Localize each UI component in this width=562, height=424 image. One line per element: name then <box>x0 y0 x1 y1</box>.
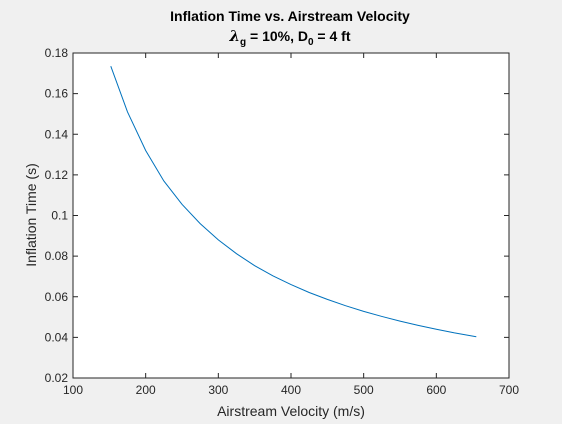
y-tick-label: 0.06 <box>45 290 69 304</box>
series-line <box>110 66 477 338</box>
y-tick-label: 0.16 <box>45 87 69 101</box>
x-tick-label: 700 <box>499 383 519 397</box>
x-axis-label: Airstream Velocity (m/s) <box>217 403 365 419</box>
lambda-value: = 10%, D <box>246 28 308 44</box>
x-tick-label: 300 <box>208 383 228 397</box>
y-tick-label: 0.04 <box>45 330 69 344</box>
y-tick-label: 0.02 <box>45 371 69 385</box>
axes-box <box>72 52 510 379</box>
x-tick-label: 200 <box>136 383 156 397</box>
chart-subtitle: λg = 10%, D0 = 4 ft <box>228 27 350 48</box>
y-tick-label: 0.14 <box>45 127 69 141</box>
x-tick-label: 500 <box>354 383 374 397</box>
x-tick-label: 400 <box>281 383 301 397</box>
x-tick-label: 600 <box>426 383 446 397</box>
lambda-symbol: λ <box>228 27 240 45</box>
chart-title: Inflation Time vs. Airstream Velocity <box>170 8 410 24</box>
d-subscript: 0 <box>308 37 314 48</box>
y-tick-label: 0.08 <box>45 249 69 263</box>
axis-tick-labels: 100 200 300 400 500 600 700 0.02 0.04 0.06 0.08 0.1… <box>45 46 520 397</box>
y-tick-label: 0.1 <box>51 209 68 223</box>
y-axis-label: Inflation Time (s) <box>23 163 39 266</box>
x-tick-label: 100 <box>63 383 83 397</box>
lambda-subscript: g <box>240 37 246 48</box>
d-value: = 4 ft <box>314 28 351 44</box>
y-tick-label: 0.18 <box>45 46 69 60</box>
y-tick-label: 0.12 <box>45 168 69 182</box>
plot-area <box>73 53 509 378</box>
